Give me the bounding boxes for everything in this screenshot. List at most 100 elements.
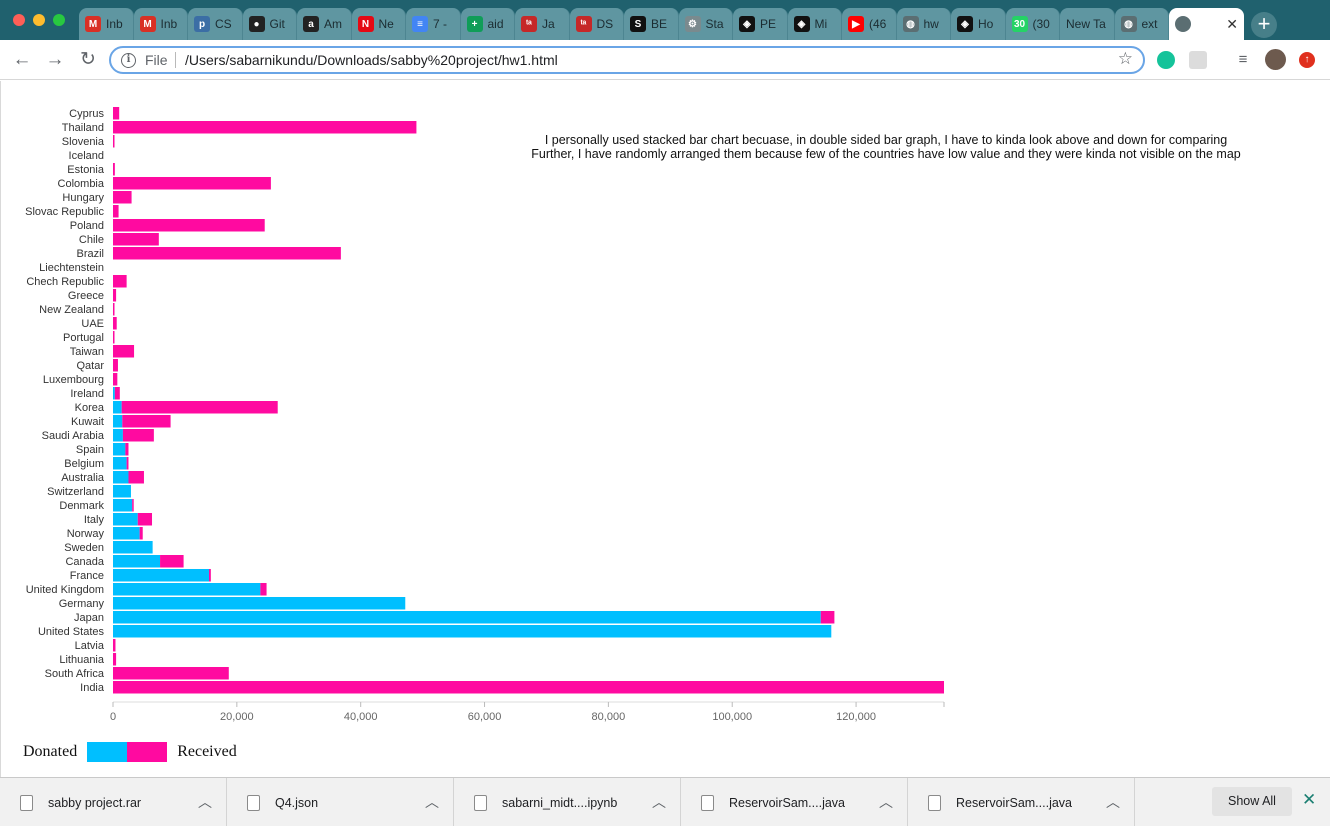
bar-received: [113, 373, 118, 386]
tab-close-icon[interactable]: ✕: [1226, 15, 1238, 32]
close-icon[interactable]: ✕: [1302, 790, 1317, 809]
bar-received: [113, 317, 117, 330]
y-tick-label: Chech Republic: [26, 276, 104, 288]
download-item[interactable]: ReservoirSam....java ︿: [681, 778, 908, 826]
address-bar[interactable]: i File /Users/sabarnikundu/Downloads/sab…: [109, 46, 1145, 74]
forward-arrow-icon[interactable]: →: [45, 49, 65, 70]
browser-tab[interactable]: M Inb: [79, 8, 134, 40]
reload-icon[interactable]: ↻: [80, 49, 96, 70]
browser-tab[interactable]: New Ta: [1060, 8, 1115, 40]
chevron-up-icon[interactable]: ︿: [198, 794, 212, 810]
bar-donated: [113, 499, 133, 512]
bar-received: [113, 653, 117, 666]
google-docs-icon: ≡: [412, 16, 428, 32]
profile-avatar[interactable]: [1265, 49, 1286, 70]
bar-donated: [113, 541, 153, 554]
browser-tab[interactable]: ● Git: [242, 8, 297, 40]
update-icon[interactable]: ↑: [1299, 52, 1315, 68]
y-tick-label: Qatar: [76, 360, 104, 372]
window-maximize-button[interactable]: [53, 14, 65, 26]
stacked-bar-chart: Cyprus Thailand Slovenia Iceland Estonia Colo…: [25, 107, 945, 723]
window-minimize-button[interactable]: [33, 14, 45, 26]
download-item[interactable]: sabarni_midt....ipynb ︿: [454, 778, 681, 826]
bar-received: [132, 499, 134, 512]
browser-tab[interactable]: p CS: [188, 8, 243, 40]
reading-list-icon[interactable]: ≡: [1238, 51, 1248, 68]
download-item[interactable]: sabby project.rar ︿: [0, 778, 227, 826]
download-file-name: ReservoirSam....java: [729, 796, 846, 810]
browser-tab[interactable]: ᵗᵃ Ja: [515, 8, 570, 40]
browser-tab[interactable]: ◍ ext: [1114, 8, 1169, 40]
bar-received: [113, 219, 265, 232]
chevron-up-icon[interactable]: ︿: [879, 794, 893, 810]
info-icon[interactable]: i: [121, 53, 136, 68]
bar-received: [208, 569, 211, 582]
window-close-button[interactable]: [13, 14, 25, 26]
browser-tab[interactable]: ◍ hw: [896, 8, 951, 40]
y-tick-label: Hungary: [62, 192, 104, 204]
tab-strip: M Inb M Inb p CS ● Git a Am N Ne ≡ 7 - + aid ᵗᵃ Ja ᵗᵃ DS S BE…: [0, 0, 1330, 40]
bar-received: [113, 667, 229, 680]
x-tick-label: 60,000: [468, 711, 502, 723]
y-tick-label: UAE: [81, 318, 104, 330]
show-all-downloads-button[interactable]: Show All: [1212, 787, 1292, 816]
tab-title: DS: [596, 17, 614, 31]
y-tick-label: Liechtenstein: [39, 262, 104, 274]
codepen-icon: ◈: [793, 16, 810, 32]
browser-tab[interactable]: ≡ 7 -: [406, 8, 461, 40]
tab-title: CS: [215, 17, 232, 31]
bar-received: [113, 177, 271, 190]
bar-received: [113, 639, 116, 652]
bar-donated: [113, 583, 261, 596]
download-item[interactable]: Q4.json ︿: [227, 778, 454, 826]
chevron-up-icon[interactable]: ︿: [425, 794, 439, 810]
tab-title: Ho: [978, 17, 994, 31]
chart-note: I personally used stacked bar chart becu…: [491, 133, 1281, 161]
bar-received: [122, 415, 171, 428]
y-tick-label: United Kingdom: [26, 584, 104, 596]
y-tick-label: Greece: [68, 290, 104, 302]
chevron-up-icon[interactable]: ︿: [1106, 794, 1120, 810]
bar-received: [113, 681, 944, 694]
chart-note-line: Further, I have randomly arranged them b…: [531, 147, 1241, 161]
new-tab-button[interactable]: +: [1251, 12, 1277, 38]
legend-swatch-received: [127, 742, 168, 762]
browser-tab[interactable]: ▶ (46: [842, 8, 897, 40]
bar-donated: [113, 415, 123, 428]
gmail-icon: M: [139, 16, 156, 32]
bar-received: [121, 401, 278, 414]
bar-received: [160, 555, 184, 568]
browser-toolbar: ← → ↻ i File /Users/sabarnikundu/Downloa…: [0, 40, 1330, 80]
active-tab[interactable]: ✕: [1169, 8, 1244, 40]
back-arrow-icon[interactable]: ←: [12, 49, 32, 70]
browser-tab[interactable]: N Ne: [351, 8, 406, 40]
x-tick-label: 0: [110, 711, 116, 723]
browser-tab[interactable]: M Inb: [133, 8, 188, 40]
bar-received: [113, 275, 127, 288]
download-item[interactable]: ReservoirSam....java ︿: [908, 778, 1135, 826]
url-text[interactable]: /Users/sabarnikundu/Downloads/sabby%20pr…: [185, 52, 558, 68]
browser-tab[interactable]: S BE: [624, 8, 679, 40]
y-tick-label: Cyprus: [69, 108, 104, 120]
browser-tab[interactable]: ◈ Ho: [951, 8, 1006, 40]
browser-tab[interactable]: ◈ Mi: [787, 8, 842, 40]
bar-donated: [113, 485, 131, 498]
whatsapp-icon: 30: [1011, 16, 1028, 32]
tab-title: aid: [487, 17, 504, 31]
y-tick-label: Norway: [67, 528, 105, 540]
y-tick-label: Denmark: [59, 500, 104, 512]
browser-tab[interactable]: ᵗᵃ DS: [569, 8, 624, 40]
browser-tab[interactable]: 30 (30: [1005, 8, 1060, 40]
grammarly-extension-icon[interactable]: [1157, 51, 1175, 69]
tab-title: Ja: [542, 17, 555, 31]
download-file-name: ReservoirSam....java: [956, 796, 1073, 810]
y-tick-label: Poland: [70, 220, 104, 232]
browser-tab[interactable]: ◈ PE: [733, 8, 788, 40]
browser-tab[interactable]: + aid: [460, 8, 515, 40]
tab-title: (30: [1032, 17, 1050, 31]
extension-icon[interactable]: [1189, 51, 1207, 69]
browser-tab[interactable]: a Am: [297, 8, 352, 40]
browser-tab[interactable]: ⚙ Sta: [678, 8, 733, 40]
chevron-up-icon[interactable]: ︿: [652, 794, 666, 810]
bookmark-star-icon[interactable]: ☆: [1117, 49, 1133, 68]
